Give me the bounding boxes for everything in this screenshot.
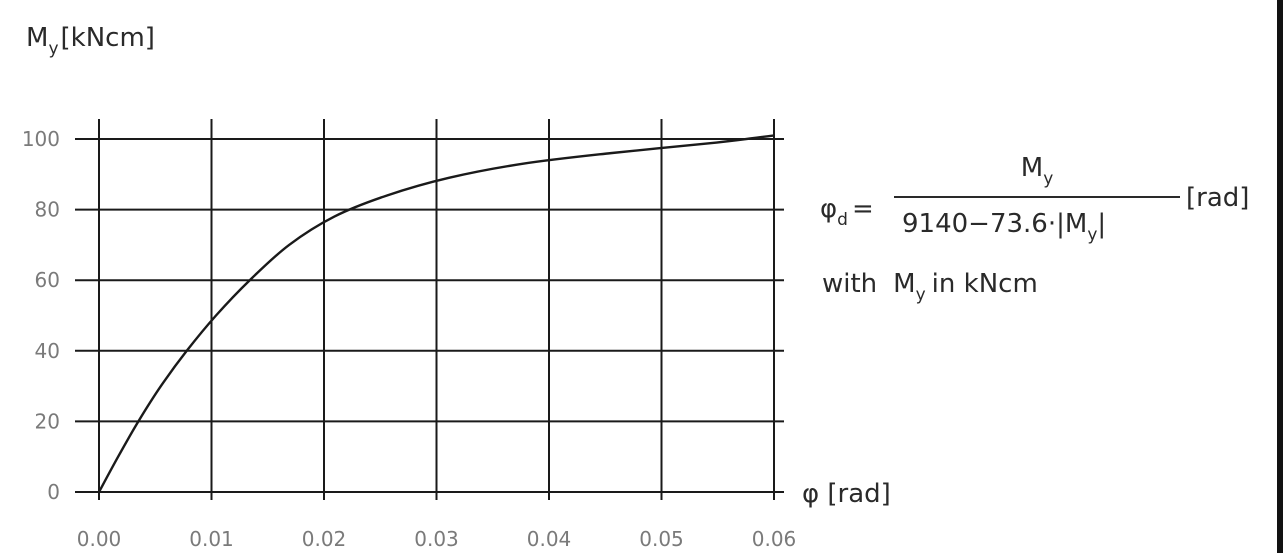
x-tick-label: 0.00 xyxy=(77,527,122,551)
y-axis-symbol: M xyxy=(26,23,48,53)
x-tick-label: 0.01 xyxy=(189,527,234,551)
x-tick-label: 0.06 xyxy=(752,527,797,551)
formula-numerator-subscript: y xyxy=(1043,169,1053,189)
formula-note-with: with xyxy=(822,269,877,299)
formula-note: with My in kNcm xyxy=(822,269,1038,305)
formula-equals: = xyxy=(852,194,874,224)
y-tick-labels: 0 20 40 60 80 100 xyxy=(22,127,60,504)
formula-denominator: 9140−73.6·|My| xyxy=(902,209,1106,245)
x-tick-label: 0.04 xyxy=(527,527,572,551)
y-tick-label: 60 xyxy=(35,268,60,292)
y-tick-label: 40 xyxy=(35,339,60,363)
formula-note-symbol: M xyxy=(893,269,915,299)
formula-numerator-symbol: M xyxy=(1021,153,1043,183)
formula-denominator-close: | xyxy=(1097,209,1106,239)
y-axis-subscript: y xyxy=(48,39,58,59)
series-line xyxy=(97,134,775,493)
y-tick-label: 0 xyxy=(47,480,60,504)
y-axis-title: My[kNcm] xyxy=(26,23,155,59)
formula-lhs: φd = xyxy=(820,194,874,230)
formula-note-subscript: y xyxy=(916,285,926,305)
x-tick-label: 0.05 xyxy=(639,527,684,551)
x-axis-title: φ [rad] xyxy=(802,479,891,509)
x-tick-label: 0.03 xyxy=(414,527,459,551)
formula-denominator-text: 9140−73.6·|M xyxy=(902,209,1087,239)
formula-annotation: φd = My 9140−73.6·|My| [rad] with My in kNc… xyxy=(820,153,1249,305)
y-tick-label: 100 xyxy=(22,127,60,151)
y-tick-label: 20 xyxy=(35,409,60,433)
x-tick-label: 0.02 xyxy=(302,527,347,551)
y-axis-unit: [kNcm] xyxy=(61,23,155,53)
y-tick-label: 80 xyxy=(35,198,60,222)
formula-unit: [rad] xyxy=(1186,183,1249,213)
x-tick-labels: 0.00 0.01 0.02 0.03 0.04 0.05 0.06 xyxy=(77,527,797,551)
formula-numerator: My xyxy=(1021,153,1054,189)
grid xyxy=(75,119,784,500)
formula-lhs-subscript: d xyxy=(837,210,848,230)
formula-note-rest: in kNcm xyxy=(932,269,1038,299)
formula-lhs-symbol: φ xyxy=(820,194,837,224)
right-edge-bar xyxy=(1277,0,1283,553)
formula-denominator-subscript: y xyxy=(1087,225,1097,245)
